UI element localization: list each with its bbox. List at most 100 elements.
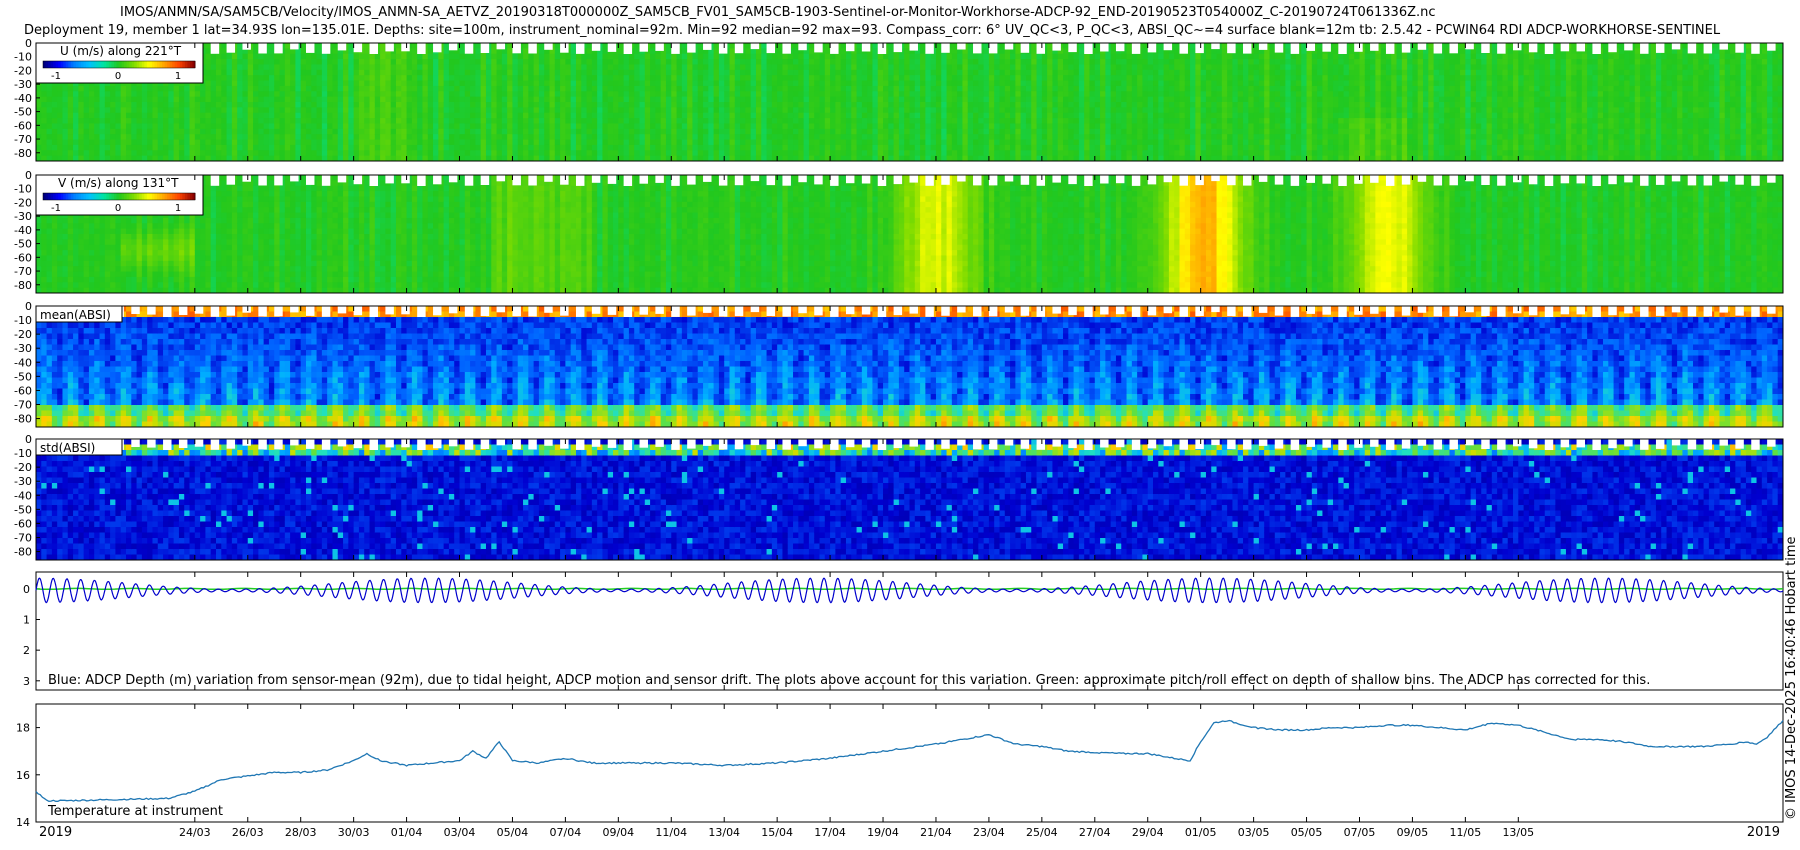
y-tick-label: -20 <box>14 328 32 341</box>
y-tick-label: -80 <box>14 546 32 559</box>
x-tick-label: 29/04 <box>1132 826 1164 839</box>
adcp-depth-axes <box>35 571 1784 691</box>
y-tick-label: -40 <box>14 92 32 105</box>
panel-u-velocity: 0-10-20-30-40-50-60-70-80 U (m/s) along … <box>14 37 1784 162</box>
x-tick-label: 13/05 <box>1502 826 1534 839</box>
v-velocity-axes <box>35 174 1784 294</box>
v-colorbar-tick-pos: 1 <box>175 203 181 214</box>
mean-absi-title: mean(ABSI) <box>40 308 111 322</box>
x-tick-label: 21/04 <box>920 826 952 839</box>
x-tick-label: 30/03 <box>338 826 370 839</box>
y-tick-label: 0 <box>25 433 32 446</box>
y-tick-label: -30 <box>14 342 32 355</box>
panel-std-absi: 0-10-20-30-40-50-60-70 -80 std(ABSI) <box>14 433 1784 561</box>
v-velocity-title: V (m/s) along 131°T <box>58 176 179 190</box>
adcp-depth-annotation: Blue: ADCP Depth (m) variation from sens… <box>48 673 1650 688</box>
u-colorbar-tick-neg: -1 <box>51 71 61 82</box>
y-tick-label: -70 <box>14 398 32 411</box>
x-tick-label: 05/04 <box>497 826 529 839</box>
x-tick-label: 01/05 <box>1185 826 1217 839</box>
y-tick-label: 3 <box>23 675 30 688</box>
x-tick-label: 2019 <box>1747 825 1780 840</box>
v-colorbar-tick-neg: -1 <box>51 203 61 214</box>
x-tick-label: 25/04 <box>1026 826 1058 839</box>
x-tick-label: 01/04 <box>391 826 423 839</box>
x-tick-label: 09/04 <box>602 826 634 839</box>
panel-adcp-depth: 0 1 2 3 Blue: ADCP Depth (m) variation from… <box>23 571 1784 691</box>
y-tick-label: -60 <box>14 251 32 264</box>
v-velocity-heatmap <box>36 175 1783 293</box>
mean-absi-axes <box>35 305 1784 428</box>
x-tick-label: 03/05 <box>1238 826 1270 839</box>
y-tick-label: -40 <box>14 224 32 237</box>
y-tick-label: 2 <box>23 644 30 657</box>
y-tick-label: -50 <box>14 106 32 119</box>
v-colorbar-tick-zero: 0 <box>115 203 121 214</box>
y-tick-label: -50 <box>14 238 32 251</box>
x-tick-label: 26/03 <box>232 826 264 839</box>
copyright-side-label: © IMOS 14-Dec-2025 16:40:46 Hobart time <box>1784 536 1799 820</box>
temperature-axes <box>35 703 1784 823</box>
y-tick-label: -60 <box>14 517 32 530</box>
y-tick-label: 0 <box>25 169 32 182</box>
x-tick-label: 13/04 <box>708 826 740 839</box>
y-tick-label: -10 <box>14 183 32 196</box>
y-tick-label: 14 <box>16 816 30 829</box>
v-velocity-y-ticks: 0-10-20-30-40-50-60-70-80 <box>14 169 40 292</box>
u-colorbar-tick-zero: 0 <box>115 71 121 82</box>
std-absi-title: std(ABSI) <box>40 441 95 455</box>
x-tick-label: 23/04 <box>973 826 1005 839</box>
u-velocity-colorbar: U (m/s) along 221°T -1 0 1 <box>35 42 204 84</box>
y-tick-label: -20 <box>14 64 32 77</box>
y-tick-label: -40 <box>14 489 32 502</box>
y-tick-label: 0 <box>25 37 32 50</box>
v-velocity-colorbar: V (m/s) along 131°T -1 0 1 <box>35 174 204 216</box>
adcp-depth-series-line <box>35 577 1784 604</box>
y-tick-label: 16 <box>16 769 30 782</box>
x-tick-label: 03/04 <box>444 826 476 839</box>
y-tick-label: -80 <box>14 147 32 160</box>
panel-mean-absi: 0-10-20-30-40-50-60-70 -80 mean(ABSI) <box>14 300 1784 428</box>
y-tick-label: 0 <box>23 583 30 596</box>
y-tick-label: -30 <box>14 78 32 91</box>
y-tick-label: -30 <box>14 475 32 488</box>
std-absi-heatmap <box>36 439 1783 560</box>
y-tick-label: -10 <box>14 314 32 327</box>
y-tick-label: -60 <box>14 384 32 397</box>
x-tick-label: 11/04 <box>655 826 687 839</box>
panel-temperature: 14 16 18 2019 24/03 26/03 28/03 30/03 01/04 03/0… <box>16 43 1784 840</box>
y-tick-label: -60 <box>14 119 32 132</box>
x-tick-label: 19/04 <box>867 826 899 839</box>
x-tick-label: 28/03 <box>285 826 317 839</box>
x-tick-label: 11/05 <box>1450 826 1482 839</box>
panel-v-velocity: 0-10-20-30-40-50-60-70-80 V (m/s) along … <box>14 169 1784 294</box>
y-tick-label: -10 <box>14 447 32 460</box>
y-tick-label: -20 <box>14 196 32 209</box>
y-tick-label: -10 <box>14 51 32 64</box>
std-absi-y-ticks: 0-10-20-30-40-50-60-70 -80 <box>14 433 40 559</box>
y-tick-label: -40 <box>14 356 32 369</box>
std-absi-axes <box>35 438 1784 561</box>
y-tick-label: -50 <box>14 370 32 383</box>
y-tick-label: -20 <box>14 461 32 474</box>
x-tick-label: 09/05 <box>1397 826 1429 839</box>
y-tick-label: -70 <box>14 531 32 544</box>
temperature-y-ticks: 14 16 18 <box>16 722 40 829</box>
x-tick-label: 17/04 <box>814 826 846 839</box>
x-tick-label: 07/04 <box>550 826 582 839</box>
figure-subtitle: Deployment 19, member 1 lat=34.93S lon=1… <box>24 23 1721 38</box>
x-tick-label: 27/04 <box>1079 826 1111 839</box>
x-tick-label: 05/05 <box>1291 826 1323 839</box>
x-tick-label: 07/05 <box>1344 826 1376 839</box>
y-tick-label: -80 <box>14 413 32 426</box>
figure-title: IMOS/ANMN/SA/SAM5CB/Velocity/IMOS_ANMN-S… <box>120 5 1436 20</box>
mean-absi-y-ticks: 0-10-20-30-40-50-60-70 -80 <box>14 300 40 426</box>
u-velocity-title: U (m/s) along 221°T <box>60 44 182 58</box>
u-velocity-heatmap <box>36 43 1783 161</box>
x-tick-label: 24/03 <box>179 826 211 839</box>
x-tick-label: 15/04 <box>761 826 793 839</box>
y-tick-label: -70 <box>14 133 32 146</box>
temperature-series-line <box>35 719 1784 802</box>
x-tick-label: 2019 <box>39 825 72 840</box>
